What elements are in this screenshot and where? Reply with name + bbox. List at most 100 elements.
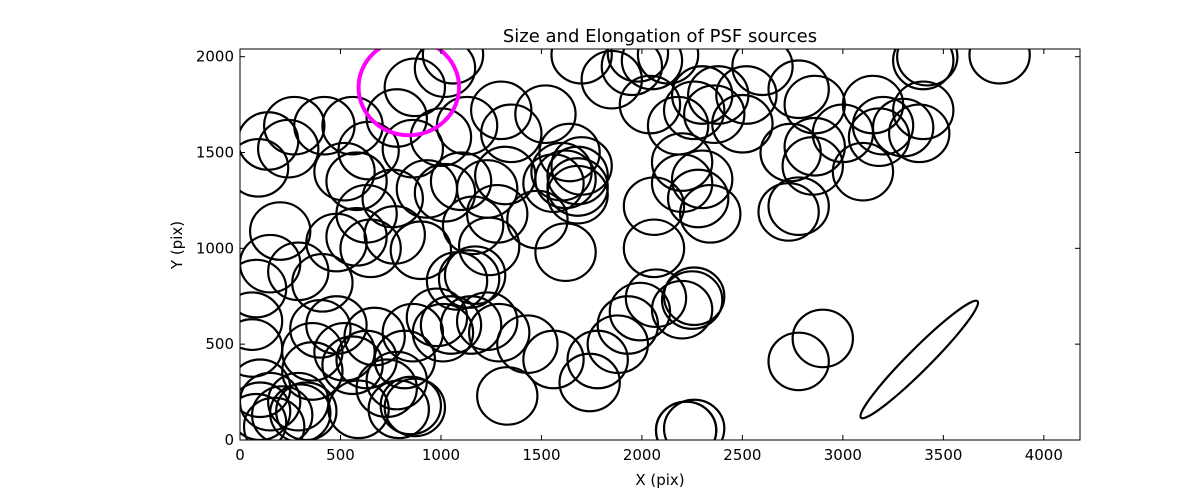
x-tick-label: 0 [235,446,245,464]
elongated-source-ellipse [859,299,980,420]
psf-source-ellipse [339,218,402,279]
x-axis: 0 500 1000 1500 2000 2500 3000 3500 4000 [235,49,1063,464]
psf-source-ellipse [413,162,477,223]
psf-source-ellipse [622,218,686,279]
psf-source-ellipse [281,321,344,382]
y-axis-label: Y (pix) [168,221,186,270]
psf-source-ellipse [379,375,443,436]
x-tick-label: 1000 [422,446,460,464]
psf-source-ellipse [443,245,507,306]
psf-source-ellipse [791,308,855,369]
psf-source-ellipse [662,80,726,141]
psf-source-ellipse [291,252,354,313]
y-tick-label: 1500 [196,144,234,162]
psf-source-ellipse [496,314,559,375]
psf-source-ellipse [683,84,746,145]
y-tick-label: 1000 [196,239,234,257]
psf-source-ellipse [670,149,734,210]
psf-source-ellipse [457,216,521,277]
x-tick-label: 1500 [522,446,560,464]
psf-source-ellipse [622,176,686,237]
psf-source-ellipse [711,93,774,154]
psf-source-ellipse [580,49,644,110]
psf-source-ellipse [620,49,684,91]
chart-title: Size and Elongation of PSF sources [503,26,817,47]
psf-source-ellipse [383,377,447,438]
plot-frame [239,48,1081,441]
x-tick-label: 500 [326,446,355,464]
psf-source-ellipse [395,159,459,219]
psf-source-ellipse [514,84,577,145]
psf-source-ellipse [624,268,688,329]
psf-source-ellipse [248,201,312,261]
psf-source-ellipse [367,379,430,440]
psf-source-ellipse [240,381,292,440]
psf-source-ellipse [892,49,955,91]
psf-source-ellipse [435,95,499,156]
psf-source-ellipse [678,183,742,244]
psf-source-ellipse [566,329,629,390]
psf-source-ellipse [831,141,895,202]
psf-source-ellipse [606,49,670,83]
psf-source-ellipse [600,49,664,97]
psf-source-ellipse [419,295,483,355]
psf-source-ellipse [662,398,726,440]
psf-source-ellipse [389,220,453,281]
y-tick-label: 2000 [196,48,234,66]
psf-source-ellipse [767,176,830,237]
psf-source-ellipse [534,149,597,210]
y-tick-label: 500 [205,335,234,353]
psf-source-ellipse [783,116,846,177]
psf-source-ellipse [546,157,609,217]
x-tick-label: 3000 [824,446,862,464]
psf-source-ellipse [335,329,398,390]
psf-source-ellipse [256,118,320,179]
psf-source-ellipse [896,49,959,87]
psf-source-ellipse [558,352,621,413]
psf-source-ellipse [538,122,601,183]
psf-source-ellipse [871,97,935,158]
psf-source-ellipse [405,287,469,348]
x-tick-label: 4000 [1025,446,1063,464]
psf-source-ellipse [313,141,376,202]
psf-source-ellipse [240,358,292,419]
highlighted-source-ellipse [356,49,462,138]
psf-source-ellipse [365,88,428,148]
psf-source-ellipse [550,136,613,196]
psf-source-ellipse [767,59,830,120]
psf-source-ellipse [281,341,344,401]
psf-source-ellipse [851,95,915,156]
psf-source-ellipse [275,381,338,440]
psf-source-ellipse [381,302,445,363]
psf-source-ellipse [887,103,951,164]
psf-source-ellipse [731,49,794,97]
psf-source-ellipse [892,80,955,141]
psf-source-ellipse [421,49,485,85]
psf-source-ellipse [847,107,911,168]
psf-source-ellipse [636,49,700,85]
y-tick-label: 0 [224,431,234,449]
x-tick-label: 2500 [723,446,761,464]
psf-source-ellipse [263,95,326,156]
psf-source-ellipse [240,392,288,440]
x-axis-label: X (pix) [635,471,684,489]
psf-source-ellipse [650,132,714,192]
plot-marks [240,49,1031,440]
psf-source-ellipse [467,302,531,363]
psf-source-ellipse [596,295,660,355]
y-axis: 0 500 1000 1500 2000 [196,48,1080,449]
psf-source-ellipse [650,279,714,340]
psf-source-ellipse [608,281,672,342]
psf-source-ellipse [715,65,778,125]
psf-source-ellipse [757,182,820,242]
psf-source-ellipse [240,291,284,352]
psf-source-ellipse [441,195,505,256]
psf-source-ellipse [240,137,290,198]
psf-source-ellipse [968,49,1031,85]
psf-source-ellipse [325,206,388,267]
psf-source-ellipse [413,49,477,99]
psf-source-ellipse [242,396,306,440]
psf-source-ellipse [654,400,718,440]
psf-source-ellipse [337,120,400,181]
